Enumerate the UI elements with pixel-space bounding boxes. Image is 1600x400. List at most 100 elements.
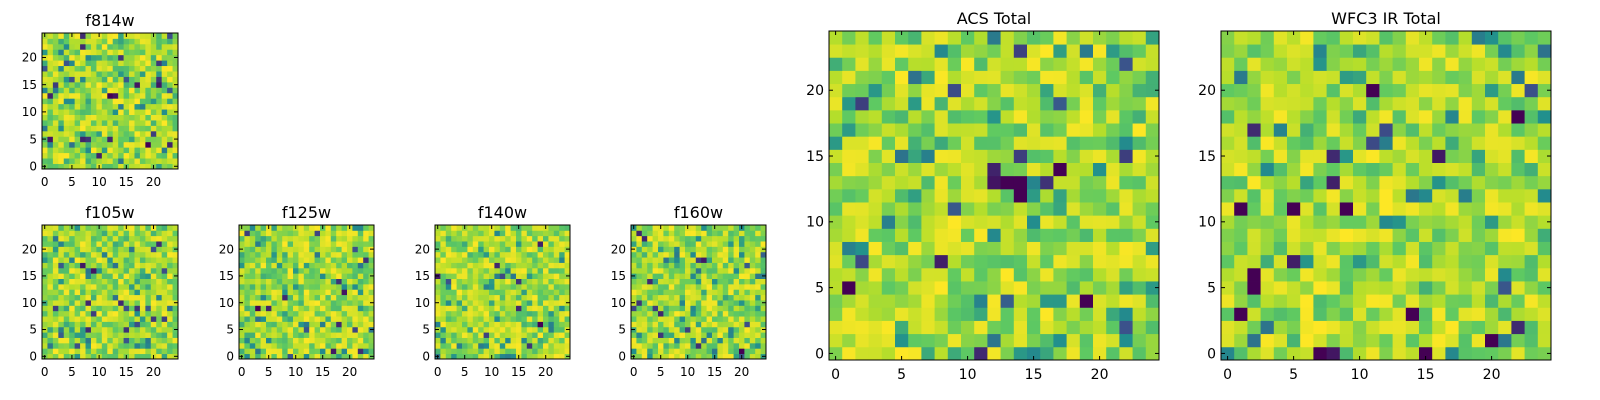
heatmap-cell <box>96 289 103 296</box>
heatmap-cell <box>537 342 544 349</box>
heatmap-cell <box>510 300 517 306</box>
heatmap-cell <box>74 316 81 322</box>
heatmap-cell <box>276 283 283 290</box>
heatmap-cell <box>1313 83 1327 98</box>
heatmap-cell <box>553 353 560 360</box>
heatmap-cell <box>1313 307 1327 321</box>
heatmap-cell <box>1093 162 1107 177</box>
heatmap-cell <box>309 337 315 344</box>
heatmap-cell <box>336 283 342 290</box>
heatmap-cell <box>129 65 135 72</box>
heatmap-cell <box>701 225 707 231</box>
heatmap-cell <box>1537 96 1552 111</box>
heatmap-cell <box>1524 109 1539 124</box>
heatmap-cell <box>842 346 856 361</box>
heatmap-cell <box>74 332 81 338</box>
heatmap-cell <box>1260 149 1275 163</box>
heatmap-cell <box>134 273 141 279</box>
heatmap-cell <box>855 254 869 269</box>
heatmap-cell <box>647 225 653 231</box>
heatmap-cell <box>52 71 59 77</box>
heatmap-cell <box>451 300 457 306</box>
heatmap-cell <box>1485 57 1499 71</box>
heatmap-cell <box>161 136 168 143</box>
x-tick-label: 0 <box>238 365 246 379</box>
heatmap-cell <box>58 267 65 274</box>
heatmap-cell <box>101 321 108 328</box>
heatmap-cell <box>1119 31 1133 45</box>
heatmap-cell <box>1260 162 1275 177</box>
heatmap-cell <box>309 273 315 279</box>
heatmap-cells <box>239 225 375 360</box>
heatmap-cell <box>42 49 48 56</box>
heatmap-cell <box>287 305 294 312</box>
heatmap-cell <box>58 49 65 56</box>
heatmap-cell <box>663 230 670 237</box>
heatmap-cell <box>934 149 949 163</box>
heatmap-cell <box>1419 136 1433 150</box>
y-tick-label: 15 <box>22 269 37 283</box>
heatmap-cell <box>325 353 332 360</box>
heatmap-cell <box>298 235 305 242</box>
heatmap-cell <box>314 289 321 296</box>
heatmap-cell <box>47 235 54 242</box>
heatmap-cell <box>695 294 702 301</box>
heatmap-cell <box>1093 31 1107 45</box>
heatmap-cell <box>156 76 163 83</box>
heatmap-cell <box>728 353 734 360</box>
heatmap-cell <box>107 109 114 115</box>
heatmap-cell <box>63 60 70 67</box>
heatmap-cell <box>52 120 59 126</box>
heatmap-cell <box>1300 202 1314 216</box>
heatmap-cell <box>532 289 538 296</box>
heatmap-cell <box>1339 162 1354 177</box>
heatmap-cell <box>150 114 157 121</box>
heatmap-cell <box>658 337 664 344</box>
heatmap-cell <box>293 278 299 285</box>
heatmap-cell <box>1000 320 1015 335</box>
heatmap-cell <box>249 241 256 247</box>
heatmap-cell <box>167 283 173 290</box>
heatmap-cell <box>1445 83 1459 98</box>
heatmap-cell <box>532 300 538 306</box>
heatmap-cell <box>129 321 135 328</box>
heatmap-cell <box>156 54 163 61</box>
heatmap-cell <box>749 348 756 355</box>
heatmap-cell <box>145 163 152 170</box>
heatmap-cell <box>112 81 119 88</box>
heatmap-cell <box>868 267 883 282</box>
heatmap-cell <box>641 257 648 263</box>
heatmap-cell <box>52 289 59 296</box>
heatmap-cell <box>1458 215 1473 229</box>
heatmap-cell <box>298 326 305 333</box>
heatmap-cell <box>1300 281 1314 295</box>
heatmap-cell <box>167 43 173 50</box>
heatmap-cell <box>532 316 538 322</box>
heatmap-cell <box>1353 320 1367 335</box>
heatmap-cell <box>532 262 538 269</box>
heatmap-cell <box>1339 31 1354 45</box>
heatmap-cell <box>69 235 76 242</box>
heatmap-cell <box>739 316 745 322</box>
heatmap-cell <box>559 262 565 269</box>
heatmap-cell <box>1445 241 1459 256</box>
heatmap-cell <box>663 289 670 296</box>
heatmap-cell <box>1260 228 1275 242</box>
heatmap-cell <box>1119 96 1133 111</box>
heatmap-cell <box>1273 333 1288 348</box>
heatmap-cell <box>717 257 724 263</box>
heatmap-cell <box>445 316 452 322</box>
heatmap-cell <box>1221 228 1235 242</box>
heatmap-cell <box>1537 149 1552 163</box>
heatmap-cell <box>755 294 761 301</box>
heatmap-cell <box>156 136 163 143</box>
heatmap-cell <box>1066 202 1081 216</box>
heatmap-cell <box>706 273 713 279</box>
heatmap-cell <box>1273 254 1288 269</box>
heatmap-cell <box>868 294 883 308</box>
heatmap-cell <box>80 235 86 242</box>
heatmap-cell <box>467 289 474 296</box>
heatmap-cell <box>1066 162 1081 177</box>
heatmap-cell <box>123 103 130 110</box>
heatmap-cell <box>1027 215 1041 229</box>
